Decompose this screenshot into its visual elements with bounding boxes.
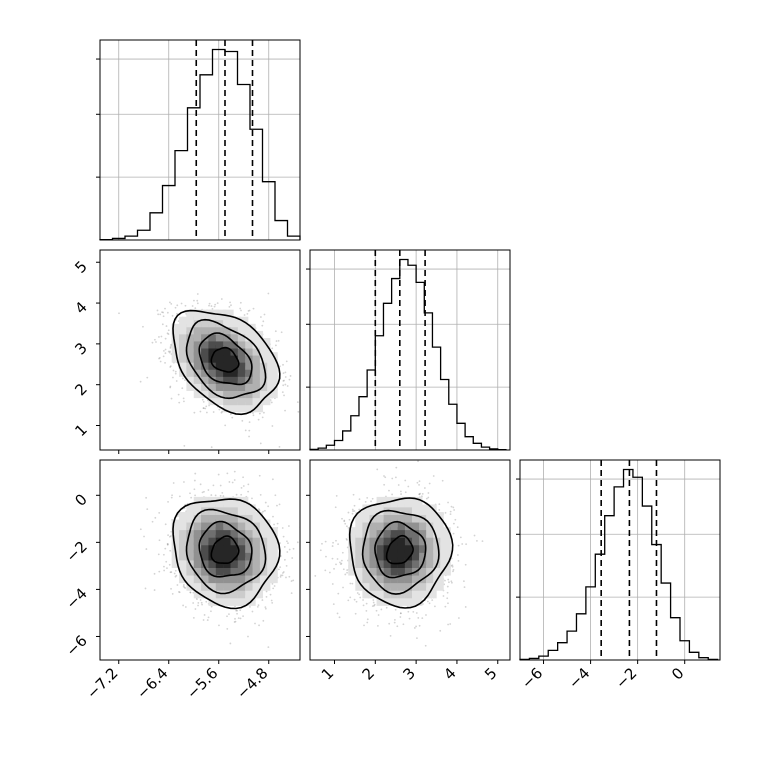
- contour-level-1: [185, 318, 267, 400]
- x-tick-label: −4: [565, 664, 593, 692]
- x-tick-label: −7.2: [83, 664, 121, 702]
- x-tick-label: −2: [612, 664, 640, 692]
- scatter-frame: [99, 249, 301, 451]
- y-tick-label: −6: [62, 632, 90, 660]
- histogram-panel-0: [96, 39, 301, 241]
- y-tick-label: 5: [71, 257, 90, 276]
- histogram-grid: [100, 40, 300, 240]
- x-tick-label: 2: [359, 664, 378, 683]
- y-tick-label: −4: [62, 585, 90, 613]
- x-tick-label: −4.8: [233, 664, 271, 702]
- contour-level-2: [374, 520, 427, 579]
- contour-level-1: [185, 508, 267, 595]
- x-tick-label: 4: [440, 664, 459, 683]
- contour-level-3: [210, 535, 240, 564]
- histogram-panel-1: [306, 249, 511, 451]
- scatter-frame: [99, 459, 301, 661]
- contour-level-0: [348, 497, 454, 609]
- x-tick-label: −5.6: [183, 664, 221, 702]
- contour-level-0: [172, 498, 281, 610]
- scatter-panel-0-2: [99, 459, 301, 661]
- histogram-panel-2: [516, 459, 721, 661]
- histogram-frame: [309, 249, 511, 451]
- scatter-panel-1-2: [309, 459, 511, 661]
- y-tick-label: 3: [71, 339, 90, 358]
- histogram-frame: [99, 39, 301, 241]
- histogram-frame: [519, 459, 721, 661]
- contour-level-3: [210, 346, 240, 373]
- contour-lines: [172, 498, 281, 610]
- y-tick-label: 1: [71, 421, 90, 440]
- contour-level-1: [361, 509, 440, 595]
- x-tick-label: 3: [399, 664, 418, 683]
- contour-level-0: [172, 309, 281, 416]
- histogram-step-1: [309, 258, 507, 451]
- contour-lines: [348, 497, 454, 609]
- y-tick-label: 4: [71, 298, 90, 317]
- y-tick-label: −2: [62, 537, 90, 565]
- scatter-frame: [309, 459, 511, 661]
- x-tick-label: 1: [318, 664, 337, 683]
- histogram-grid: [310, 250, 510, 450]
- x-tick-label: 5: [481, 664, 500, 683]
- y-tick-label: 0: [71, 490, 90, 509]
- scatter-panel-0-1: [99, 249, 301, 451]
- contour-level-3: [385, 534, 414, 565]
- contour-level-2: [198, 332, 253, 386]
- histogram-grid: [520, 460, 720, 660]
- x-tick-label: 0: [668, 664, 687, 683]
- y-tick-label: 2: [71, 380, 90, 399]
- x-tick-label: −6: [518, 664, 546, 692]
- contour-lines: [172, 309, 281, 416]
- contour-level-2: [198, 520, 253, 578]
- x-tick-label: −6.4: [133, 664, 171, 702]
- histogram-step-2: [519, 468, 719, 661]
- histogram-step-0: [99, 48, 301, 241]
